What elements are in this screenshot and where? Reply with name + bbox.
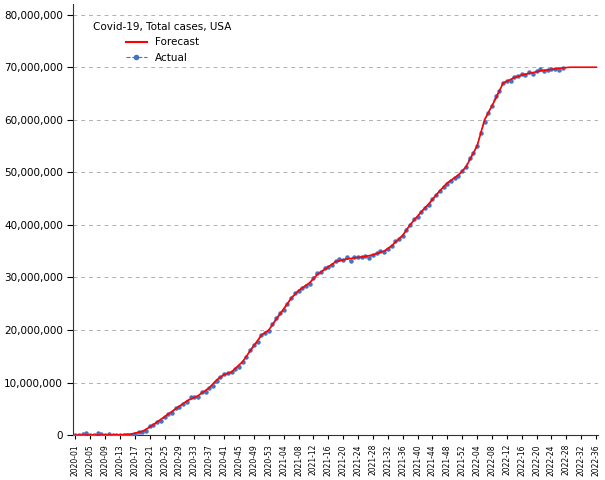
Legend: Forecast, Actual: Forecast, Actual	[89, 18, 236, 67]
